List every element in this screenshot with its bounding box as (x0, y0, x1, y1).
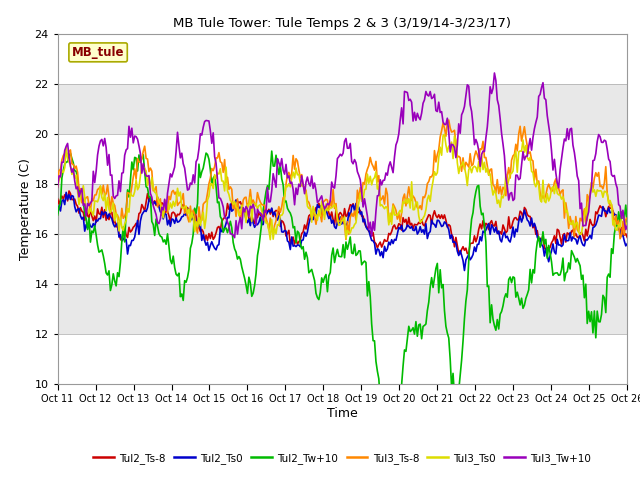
Legend: Tul2_Ts-8, Tul2_Ts0, Tul2_Tw+10, Tul3_Ts-8, Tul3_Ts0, Tul3_Tw+10: Tul2_Ts-8, Tul2_Ts0, Tul2_Tw+10, Tul3_Ts… (89, 449, 596, 468)
Bar (58, 34, 627, 84)
Title: MB Tule Tower: Tule Temps 2 & 3 (3/19/14-3/23/17): MB Tule Tower: Tule Temps 2 & 3 (3/19/14… (173, 17, 511, 30)
Bar (58, 334, 627, 384)
X-axis label: Time: Time (327, 407, 358, 420)
Bar (58, 84, 627, 134)
Bar (58, 134, 627, 184)
Text: MB_tule: MB_tule (72, 46, 124, 59)
Bar (58, 234, 627, 284)
Y-axis label: Temperature (C): Temperature (C) (19, 158, 31, 260)
Bar (58, 284, 627, 334)
Bar (58, 184, 627, 234)
